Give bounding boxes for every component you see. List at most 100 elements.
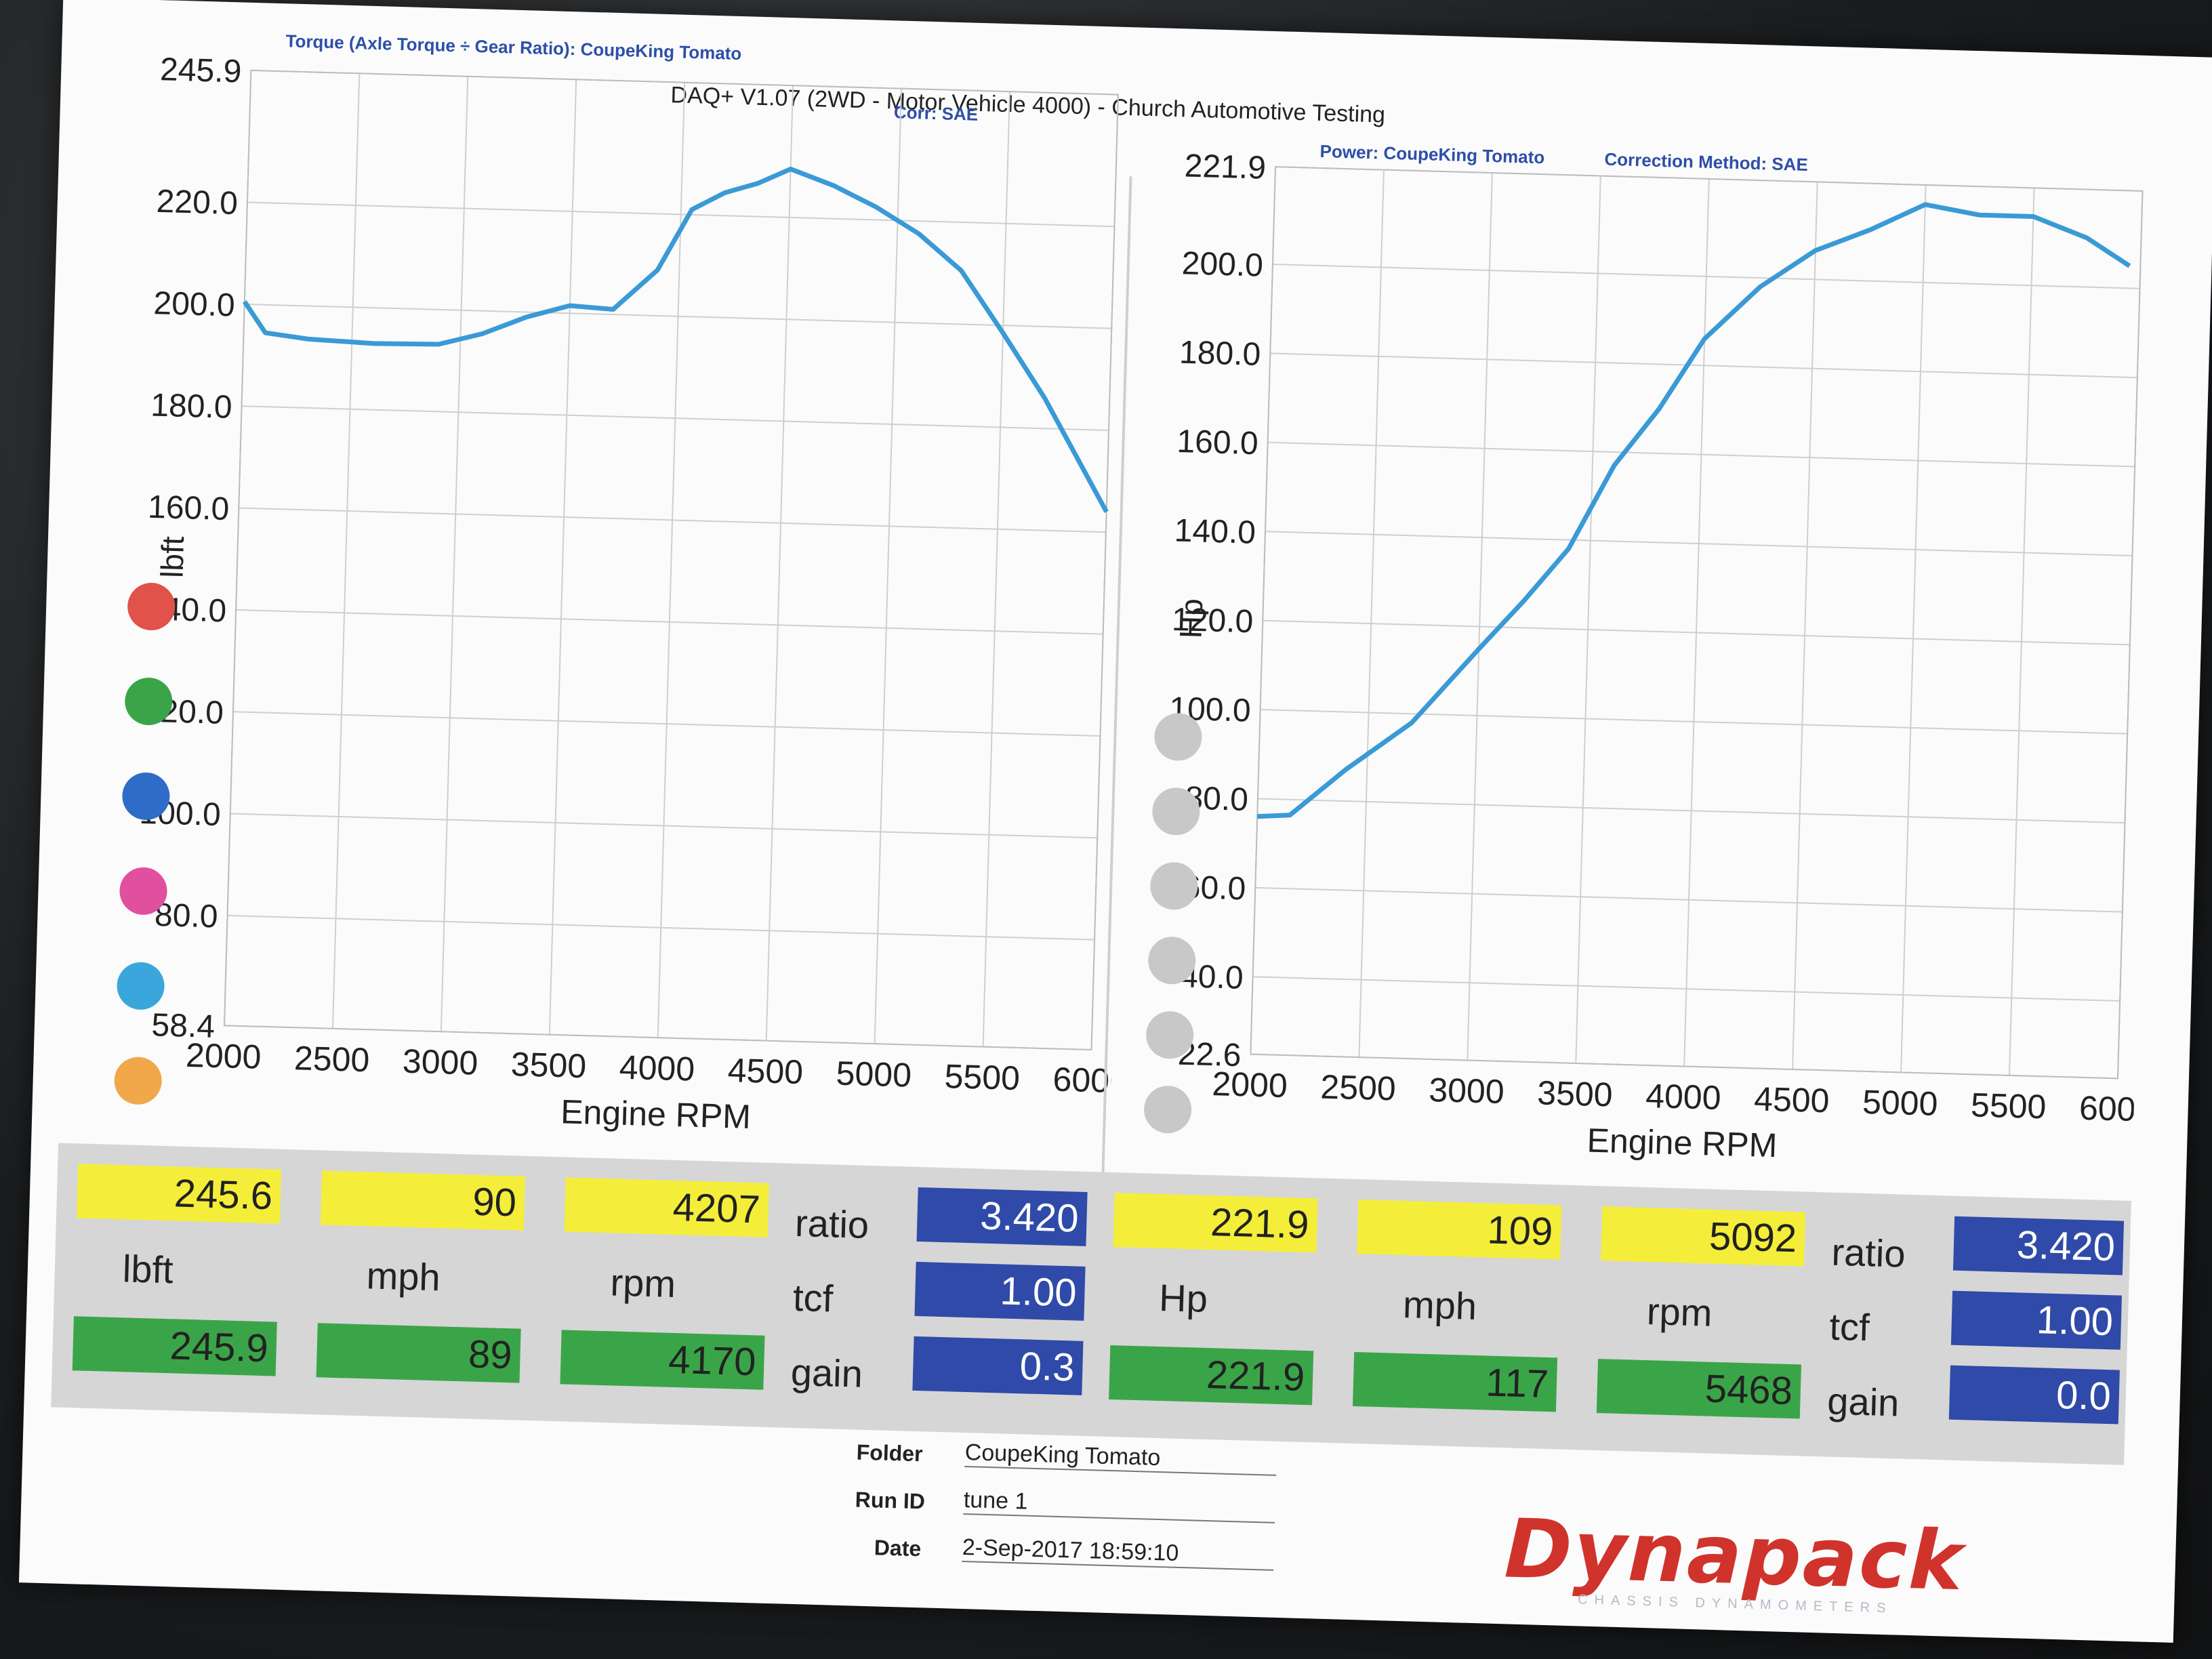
- y-tick-label: 58.4: [151, 1007, 216, 1045]
- torque-unit-label: rpm: [609, 1261, 676, 1306]
- x-tick-label: 4500: [1753, 1080, 1830, 1120]
- torque-current-value: 245.6: [77, 1164, 282, 1224]
- x-grid-line: [331, 73, 361, 1029]
- y-tick-label: 245.9: [160, 52, 243, 89]
- y-grid-line: [1265, 531, 2133, 556]
- x-grid-line: [440, 76, 469, 1032]
- x-grid-line: [765, 85, 794, 1041]
- dynapack-logo: Dynapack: [1503, 1502, 1965, 1610]
- power-chart: 2000 2500 3000 3500 4000 4500 5000 5500 6000 221.…: [1169, 148, 2155, 1164]
- x-grid-line: [1900, 184, 1927, 1073]
- y-grid-line: [1267, 441, 2135, 468]
- torque-chart: 2000 2500 3000 3500 4000 4500 5000 5500 6000 245.…: [139, 52, 1129, 1136]
- y-axis-label: lbft: [154, 535, 190, 578]
- x-tick-label: 5500: [944, 1057, 1021, 1097]
- x-tick-label: 4000: [619, 1048, 695, 1088]
- y-tick-label: 160.0: [147, 489, 230, 527]
- run-id-value: tune 1: [963, 1487, 1276, 1523]
- power-param-label: tcf: [1828, 1305, 1870, 1349]
- dyno-printout-sheet: DAQ+ V1.07 (2WD - Motor Vehicle 4000) - …: [18, 0, 2212, 1643]
- power-current-value: 5092: [1601, 1206, 1806, 1267]
- power-param-value: 1.00: [1950, 1290, 2122, 1350]
- power-unit-label: mph: [1402, 1283, 1477, 1328]
- plot-frame: [1250, 166, 2144, 1080]
- y-tick-label: 180.0: [150, 387, 233, 425]
- x-tick-label: 2500: [1320, 1067, 1397, 1107]
- x-tick-label: 2000: [185, 1036, 262, 1076]
- x-tick-label: 4500: [727, 1051, 804, 1091]
- y-tick-label: 200.0: [1181, 245, 1264, 283]
- y-grid-line: [247, 201, 1115, 228]
- y-grid-line: [1255, 886, 2123, 913]
- x-tick-label: 6000: [2078, 1089, 2155, 1129]
- y-grid-line: [1252, 976, 2121, 1002]
- x-tick-label: 4000: [1645, 1077, 1722, 1117]
- x-tick-label: 2000: [1212, 1065, 1288, 1105]
- torque-peak-value: 245.9: [72, 1316, 277, 1376]
- torque-param-label: tcf: [792, 1275, 834, 1320]
- torque-param-value: 3.420: [916, 1187, 1088, 1246]
- date-label: Date: [874, 1535, 922, 1561]
- y-grid-line: [239, 507, 1106, 533]
- series-line-0: [1257, 202, 2131, 819]
- torque-param-value: 1.00: [914, 1261, 1086, 1321]
- x-tick-label: 6000: [1052, 1060, 1129, 1100]
- x-tick-label: 2500: [293, 1039, 370, 1079]
- power-peak-value: 5468: [1596, 1359, 1801, 1419]
- torque-unit-label: mph: [365, 1254, 441, 1299]
- power-unit-label: rpm: [1646, 1290, 1713, 1334]
- y-grid-line: [1260, 709, 2128, 735]
- x-tick-label: 5000: [1862, 1083, 1938, 1123]
- y-axis-label: Hp: [1173, 598, 1210, 639]
- y-grid-line: [232, 711, 1101, 737]
- plot-frame: [223, 69, 1119, 1051]
- x-tick-label: 5000: [836, 1054, 912, 1094]
- x-tick-label: 3000: [402, 1042, 478, 1082]
- y-tick-label: 221.9: [1184, 148, 1267, 186]
- series-line-0: [242, 166, 1109, 513]
- x-tick-label: 3000: [1429, 1071, 1505, 1111]
- power-param-label: gain: [1826, 1379, 1900, 1425]
- x-grid-line: [1792, 182, 1818, 1069]
- x-grid-line: [1467, 173, 1493, 1061]
- y-tick-label: 220.0: [156, 184, 239, 222]
- y-tick-label: 160.0: [1176, 424, 1259, 462]
- y-tick-label: 200.0: [153, 285, 236, 323]
- y-tick-label: 80.0: [154, 897, 218, 935]
- grid-lines: [1250, 166, 2144, 1080]
- power-peak-value: 221.9: [1109, 1345, 1314, 1406]
- power-current-value: 109: [1357, 1200, 1562, 1260]
- y-tick-label: 180.0: [1179, 335, 1261, 373]
- x-grid-line: [1575, 176, 1601, 1064]
- folder-value: CoupeKing Tomato: [964, 1439, 1277, 1476]
- y-grid-line: [1257, 798, 2125, 824]
- folder-label: Folder: [856, 1439, 924, 1467]
- y-grid-line: [230, 813, 1098, 839]
- x-tick-label: 3500: [510, 1045, 587, 1085]
- x-grid-line: [2008, 188, 2035, 1076]
- torque-unit-label: lbft: [122, 1247, 174, 1292]
- y-grid-line: [1270, 352, 2137, 379]
- power-current-value: 221.9: [1113, 1193, 1318, 1253]
- date-value: 2-Sep-2017 18:59:10: [962, 1534, 1275, 1571]
- y-grid-line: [1272, 263, 2140, 289]
- power-unit-label: Hp: [1158, 1275, 1208, 1320]
- power-peak-value: 117: [1352, 1352, 1558, 1412]
- torque-current-value: 90: [320, 1170, 525, 1231]
- y-grid-line: [1263, 619, 2130, 646]
- torque-current-value: 4207: [564, 1177, 769, 1237]
- x-tick-label: 5500: [1970, 1086, 2047, 1126]
- x-grid-line: [548, 79, 577, 1035]
- y-grid-line: [227, 914, 1095, 941]
- power-param-label: ratio: [1830, 1230, 1906, 1275]
- torque-peak-value: 89: [316, 1323, 521, 1383]
- y-tick-label: 140.0: [1174, 512, 1256, 550]
- readout-panel: 245.6 lbft 245.9 90 mph 89 4207 rpm 4170 ratio 3.4…: [51, 1143, 2131, 1465]
- x-tick-label: 3500: [1537, 1073, 1614, 1113]
- x-grid-line: [874, 88, 903, 1044]
- power-param-value: 3.420: [1952, 1216, 2125, 1275]
- x-axis-label: Engine RPM: [560, 1092, 752, 1136]
- y-grid-line: [244, 303, 1112, 329]
- torque-param-label: ratio: [794, 1201, 869, 1246]
- run-id-label: Run ID: [855, 1487, 926, 1514]
